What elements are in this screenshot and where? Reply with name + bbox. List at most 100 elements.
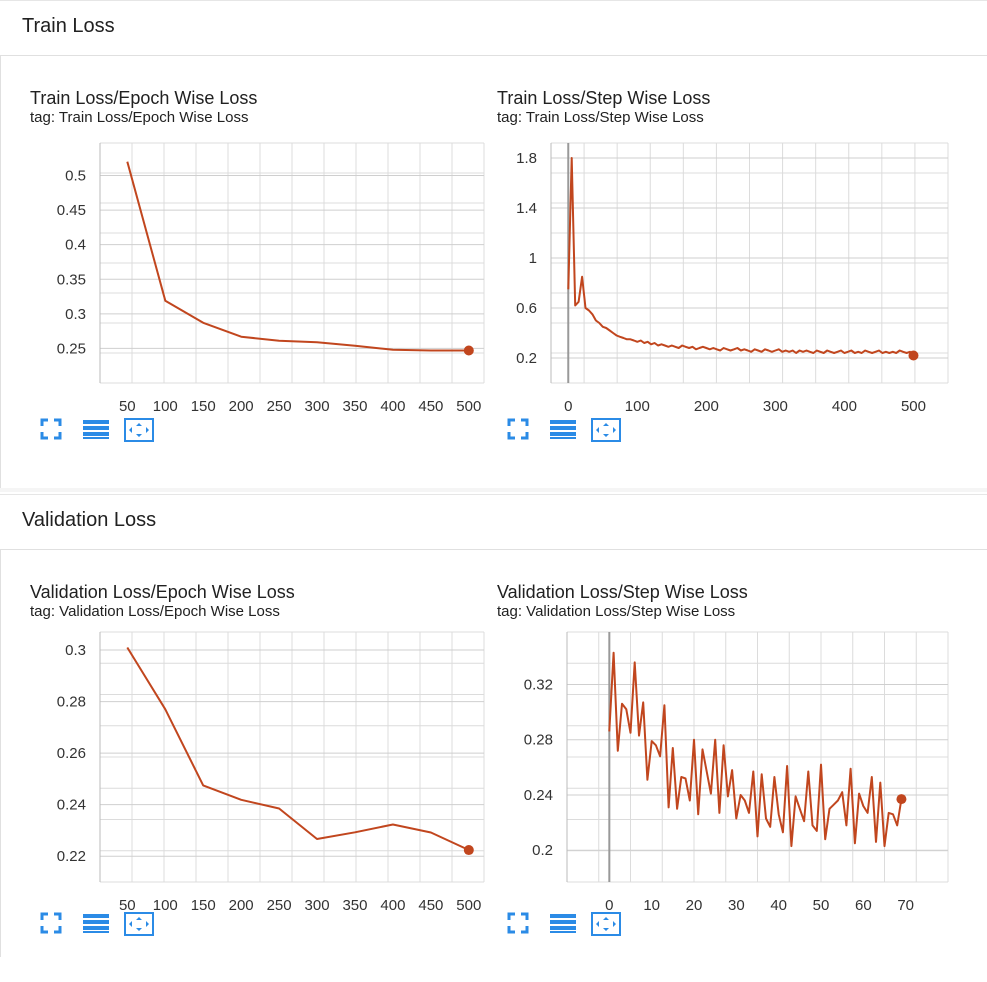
x-tick-label: 40 — [770, 897, 787, 914]
series-line — [126, 646, 470, 851]
section-title: Validation Loss — [22, 509, 157, 531]
y-tick-label: 0.28 — [524, 732, 553, 749]
x-tick-label: 450 — [418, 398, 443, 415]
last-point-marker — [463, 845, 474, 856]
series-line — [567, 157, 915, 357]
chart-actions — [507, 418, 647, 448]
x-tick-label: 30 — [728, 897, 745, 914]
chart-tag: tag: Train Loss/Step Wise Loss — [497, 109, 704, 126]
chart-svg[interactable]: 0.25 0.3 0.35 0.4 0.45 0.5 50 100 150 200 250 300 35… — [30, 88, 500, 468]
chart-card: Train Loss/Step Wise Loss tag: Train Los… — [497, 88, 957, 488]
chart-tag: tag: Validation Loss/Epoch Wise Loss — [30, 603, 280, 620]
y-tick-label: 0.45 — [57, 202, 86, 219]
chart-title: Validation Loss/Step Wise Loss — [497, 582, 748, 602]
x-tick-label: 350 — [342, 398, 367, 415]
y-tick-label: 0.25 — [57, 340, 86, 357]
fullscreen-icon — [507, 418, 529, 440]
series-line — [126, 161, 469, 352]
x-tick-label: 300 — [763, 398, 788, 415]
x-tick-label: 250 — [267, 398, 292, 415]
x-tick-label: 50 — [813, 897, 830, 914]
chart-card: Train Loss/Epoch Wise Loss tag: Train Lo… — [30, 88, 490, 488]
chart-card: Validation Loss/Epoch Wise Loss tag: Val… — [30, 582, 490, 982]
x-tick-label: 300 — [305, 398, 330, 415]
x-tick-label: 70 — [897, 897, 914, 914]
chart-tag: tag: Validation Loss/Step Wise Loss — [497, 603, 736, 620]
x-tick-label: 10 — [643, 897, 660, 914]
y-tick-label: 0.32 — [524, 676, 553, 693]
chart-title: Validation Loss/Epoch Wise Loss — [30, 582, 295, 602]
data-table-icon — [83, 420, 109, 439]
chart-svg[interactable]: 0.22 0.24 0.26 0.28 0.3 50 100 150 200 250 300 350 4… — [30, 582, 500, 962]
x-tick-label: 300 — [305, 897, 330, 914]
series-line — [608, 651, 903, 848]
fullscreen-button[interactable] — [40, 912, 70, 940]
y-tick-label: 0.24 — [57, 797, 86, 814]
toggle-data-table-button[interactable] — [549, 418, 579, 446]
fit-domain-button[interactable] — [124, 418, 154, 446]
y-tick-label: 0.3 — [65, 642, 86, 659]
fit-domain-icon — [124, 418, 154, 442]
grid — [550, 142, 949, 384]
y-tick-label: 1.8 — [516, 150, 537, 167]
fullscreen-icon — [40, 912, 62, 934]
section-header-validation-loss[interactable]: Validation Loss — [0, 494, 987, 550]
y-tick-label: 0.22 — [57, 848, 86, 865]
x-tick-label: 0 — [605, 897, 613, 914]
fit-domain-button[interactable] — [591, 912, 621, 940]
data-table-icon — [550, 420, 576, 439]
x-tick-label: 150 — [191, 897, 216, 914]
chart-tag: tag: Train Loss/Epoch Wise Loss — [30, 109, 249, 126]
x-tick-label: 500 — [456, 897, 481, 914]
toggle-data-table-button[interactable] — [549, 912, 579, 940]
section-header-train-loss[interactable]: Train Loss — [0, 0, 987, 56]
chart-actions — [507, 912, 647, 942]
x-tick-label: 150 — [191, 398, 216, 415]
toggle-data-table-button[interactable] — [82, 418, 112, 446]
y-tick-label: 0.6 — [516, 300, 537, 317]
fit-domain-icon — [591, 418, 621, 442]
x-tick-label: 350 — [342, 897, 367, 914]
x-tick-label: 400 — [380, 398, 405, 415]
x-tick-label: 100 — [625, 398, 650, 415]
x-tick-label: 200 — [229, 897, 254, 914]
fullscreen-button[interactable] — [507, 912, 537, 940]
y-tick-label: 0.5 — [65, 168, 86, 185]
x-tick-label: 100 — [153, 897, 178, 914]
chart-title: Train Loss/Epoch Wise Loss — [30, 88, 258, 108]
chart-actions — [40, 912, 180, 942]
y-tick-label: 0.4 — [65, 237, 86, 254]
fullscreen-icon — [507, 912, 529, 934]
x-tick-label: 50 — [119, 398, 136, 415]
chart-actions — [40, 418, 180, 448]
x-tick-label: 60 — [855, 897, 872, 914]
chart-card: Validation Loss/Step Wise Loss tag: Vali… — [497, 582, 957, 982]
y-tick-label: 0.2 — [532, 842, 553, 859]
grid — [566, 631, 949, 883]
fit-domain-icon — [124, 912, 154, 936]
grid — [99, 631, 485, 883]
section-title: Train Loss — [22, 15, 115, 37]
fullscreen-button[interactable] — [507, 418, 537, 446]
section-divider — [0, 488, 987, 492]
x-tick-label: 400 — [380, 897, 405, 914]
y-tick-label: 0.24 — [524, 787, 553, 804]
y-tick-label: 1.4 — [516, 200, 537, 217]
x-tick-label: 500 — [901, 398, 926, 415]
x-tick-label: 500 — [456, 398, 481, 415]
fullscreen-button[interactable] — [40, 418, 70, 446]
x-tick-label: 450 — [418, 897, 443, 914]
x-tick-label: 20 — [686, 897, 703, 914]
y-tick-label: 0.28 — [57, 694, 86, 711]
fit-domain-button[interactable] — [591, 418, 621, 446]
x-tick-label: 100 — [153, 398, 178, 415]
chart-svg[interactable]: 0.2 0.6 1 1.4 1.8 0 100 200 300 400 500 — [497, 88, 967, 468]
fit-domain-button[interactable] — [124, 912, 154, 940]
data-table-icon — [83, 914, 109, 933]
x-tick-label: 50 — [119, 897, 136, 914]
fullscreen-icon — [40, 418, 62, 440]
toggle-data-table-button[interactable] — [82, 912, 112, 940]
chart-svg[interactable]: 0.2 0.24 0.28 0.32 0 10 20 30 40 50 60 70 — [497, 582, 967, 962]
x-tick-label: 250 — [267, 897, 292, 914]
x-tick-label: 0 — [564, 398, 572, 415]
